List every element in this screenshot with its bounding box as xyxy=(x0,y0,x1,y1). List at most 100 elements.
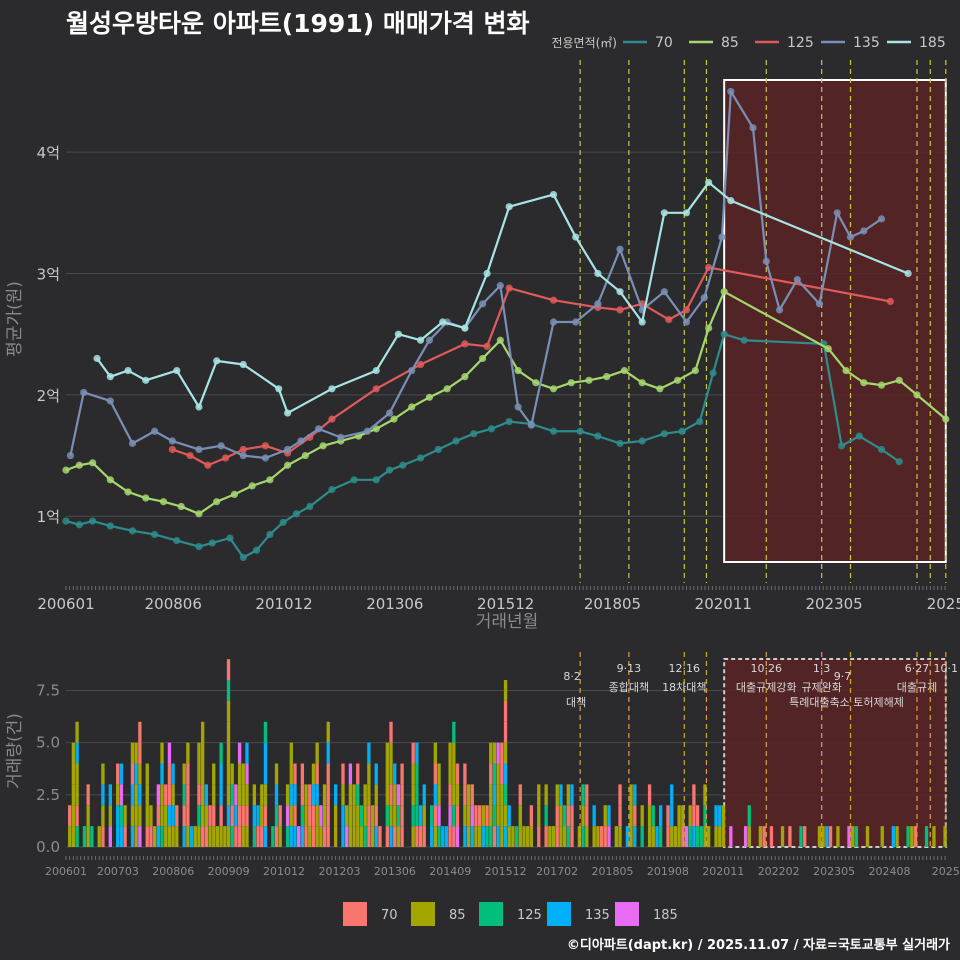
volume-bar-segment xyxy=(352,826,356,847)
volume-bar-segment xyxy=(500,805,504,827)
series-point-135-32 xyxy=(718,233,726,241)
volume-bar-segment xyxy=(341,805,345,827)
volume-bar-segment xyxy=(385,742,389,764)
series-point-85-27 xyxy=(532,379,540,387)
volume-bar-segment xyxy=(256,826,260,847)
series-point-135-8 xyxy=(239,451,247,460)
volume-bar-segment xyxy=(348,763,353,785)
series-point-135-34 xyxy=(749,124,757,132)
volume-bar-segment xyxy=(718,826,722,847)
series-point-85-31 xyxy=(603,373,611,381)
volume-bar-segment xyxy=(585,805,589,827)
volume-bar-segment xyxy=(182,763,186,785)
volume-bar-segment xyxy=(278,826,282,847)
volume-bar-segment xyxy=(315,826,319,847)
series-point-85-13 xyxy=(284,461,292,469)
series-point-185-18 xyxy=(549,190,558,199)
top-y-tick-0: 1억 xyxy=(37,508,60,526)
series-point-85-12 xyxy=(266,476,274,484)
volume-bar-segment xyxy=(241,763,245,785)
series-point-85-30 xyxy=(585,376,593,384)
series-point-125-8 xyxy=(328,415,336,423)
volume-bar-segment xyxy=(311,763,316,785)
series-point-85-43 xyxy=(895,376,903,384)
volume-bar-segment xyxy=(592,826,596,847)
volume-bar-segment xyxy=(537,784,541,806)
volume-bar-segment xyxy=(71,805,76,827)
series-point-85-23 xyxy=(461,373,469,381)
volume-bar-segment xyxy=(356,763,360,785)
series-point-185-10 xyxy=(328,385,336,393)
volume-bar-segment xyxy=(300,763,305,785)
policy-label-5: 규제완화 xyxy=(801,681,841,694)
volume-bar-segment xyxy=(455,826,460,847)
volume-bar-segment xyxy=(481,826,486,847)
series-point-135-6 xyxy=(195,445,203,454)
volume-bar-segment xyxy=(474,826,478,847)
volume-bar-segment xyxy=(396,826,401,847)
volume-bar-segment xyxy=(518,826,522,847)
series-point-70-22 xyxy=(434,445,442,454)
volume-bar-segment xyxy=(367,784,371,806)
volume-bar-segment xyxy=(374,805,378,827)
volume-bar-segment xyxy=(433,763,438,785)
volume-bar-segment xyxy=(503,721,508,743)
series-point-125-14 xyxy=(549,296,558,304)
volume-bar-segment xyxy=(186,784,190,806)
series-point-135-10 xyxy=(284,445,292,454)
series-point-85-19 xyxy=(390,415,398,423)
volume-bar-segment xyxy=(489,742,493,764)
volume-bar-segment xyxy=(308,826,312,847)
volume-bar-segment xyxy=(167,784,172,806)
volume-bar-segment xyxy=(492,763,497,785)
series-point-135-42 xyxy=(877,215,886,223)
series-point-85-21 xyxy=(425,393,434,401)
series-point-85-8 xyxy=(195,510,203,518)
volume-bar-segment xyxy=(562,805,567,827)
volume-bar-segment xyxy=(359,826,364,847)
volume-bar-segment xyxy=(422,805,426,827)
volume-bar-segment xyxy=(130,784,135,806)
series-point-135-22 xyxy=(514,403,522,411)
policy-label-0: 대책 xyxy=(566,696,586,709)
bottom-x-tick-11: 201908 xyxy=(647,865,689,878)
volume-bar-segment xyxy=(156,784,160,806)
volume-bar-segment xyxy=(101,784,105,806)
volume-bar-segment xyxy=(581,805,585,827)
volume-bar-segment xyxy=(470,805,474,827)
volume-bar-segment xyxy=(500,784,504,806)
series-point-85-5 xyxy=(142,494,150,502)
volume-bar-segment xyxy=(171,784,175,806)
bottom-y-axis-title: 거래량(건) xyxy=(5,713,25,789)
volume-bar-segment xyxy=(415,784,419,806)
volume-bar-segment xyxy=(130,805,135,827)
volume-bar-segment xyxy=(437,826,441,847)
volume-bar-segment xyxy=(278,805,282,827)
volume-bar-segment xyxy=(204,805,209,827)
volume-bar-segment xyxy=(260,784,264,806)
volume-bar-segment xyxy=(145,763,149,785)
series-point-135-40 xyxy=(846,233,855,241)
series-point-125-4 xyxy=(239,445,247,454)
series-point-135-20 xyxy=(479,300,487,308)
volume-bar-segment xyxy=(389,805,393,827)
volume-bar-segment xyxy=(293,826,297,847)
volume-bar-segment xyxy=(895,826,899,847)
series-point-85-14 xyxy=(301,451,309,460)
volume-bar-segment xyxy=(714,826,718,847)
volume-bar-segment xyxy=(71,784,76,806)
bottom-x-tick-9: 201702 xyxy=(536,865,578,878)
series-point-125-18 xyxy=(665,316,673,324)
volume-bar-segment xyxy=(503,805,508,827)
volume-bar-segment xyxy=(707,826,711,847)
volume-bar-segment xyxy=(304,826,308,847)
volume-bar-segment xyxy=(341,763,345,785)
top-x-tick-7: 202305 xyxy=(805,595,862,613)
series-point-185-19 xyxy=(572,233,580,241)
bottom-x-tick-0: 200601 xyxy=(45,865,87,878)
volume-bar-segment xyxy=(422,784,426,806)
series-point-135-38 xyxy=(815,300,824,308)
volume-bar-segment xyxy=(138,742,142,764)
volume-bar-segment xyxy=(651,826,655,847)
